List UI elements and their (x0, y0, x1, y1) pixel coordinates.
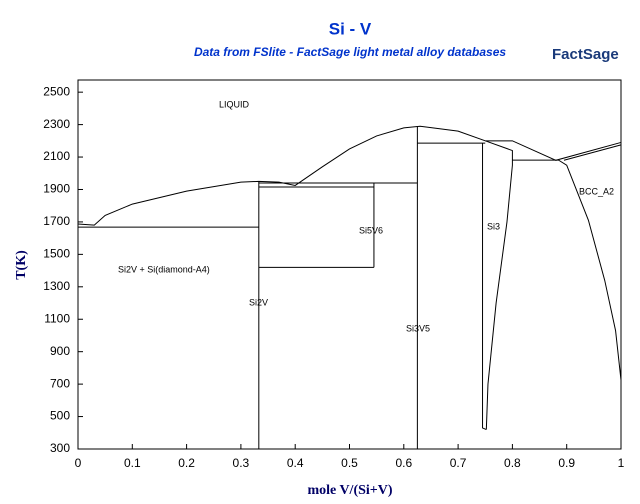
y-tick-label: 2300 (43, 117, 70, 131)
region-label: Si5V6 (359, 225, 383, 235)
phase-boundary (77, 125, 486, 226)
region-label: Si2V + Si(diamond-A4) (118, 264, 210, 274)
region-label: LIQUID (219, 99, 250, 109)
x-tick-label: 0.6 (395, 456, 412, 470)
x-tick-label: 0.3 (233, 456, 250, 470)
y-tick-label: 2500 (43, 84, 70, 98)
y-tick-label: 1900 (43, 182, 70, 196)
chart-subtitle: Data from FSlite - FactSage light metal … (194, 45, 506, 59)
logo: FactSage (552, 46, 619, 63)
y-tick-label: 500 (50, 409, 70, 423)
phase-boundary (482, 143, 487, 430)
x-tick-label: 0.4 (287, 456, 304, 470)
x-tick-label: 0.2 (178, 456, 195, 470)
x-tick-label: 1 (618, 456, 625, 470)
y-tick-label: 1300 (43, 279, 70, 293)
y-tick-label: 900 (50, 344, 70, 358)
y-tick-label: 300 (50, 441, 70, 455)
phase-boundary (485, 140, 622, 161)
x-tick-label: 0.8 (504, 456, 521, 470)
region-label: BCC_A2 (579, 186, 614, 196)
x-tick-label: 0 (75, 456, 82, 470)
region-label: Si3 (487, 221, 500, 231)
region-label: Si3V5 (406, 323, 430, 333)
x-tick-label: 0.9 (558, 456, 575, 470)
y-axis-label: T(K) (14, 250, 29, 280)
phase-boundary (485, 140, 513, 430)
chart-title: Si - V (329, 19, 372, 38)
y-tick-label: 700 (50, 376, 70, 390)
y-tick-label: 1500 (43, 247, 70, 261)
y-tick-label: 1100 (44, 311, 70, 325)
x-tick-label: 0.5 (341, 456, 358, 470)
phase-boundary (558, 159, 622, 381)
phase-boundary (563, 144, 622, 161)
y-tick-label: 2100 (43, 149, 70, 163)
x-tick-label: 0.7 (450, 456, 467, 470)
x-tick-label: 0.1 (124, 456, 141, 470)
x-axis-label: mole V/(Si+V) (307, 483, 392, 498)
y-tick-label: 1700 (43, 214, 70, 228)
region-label: Si2V (249, 297, 268, 307)
